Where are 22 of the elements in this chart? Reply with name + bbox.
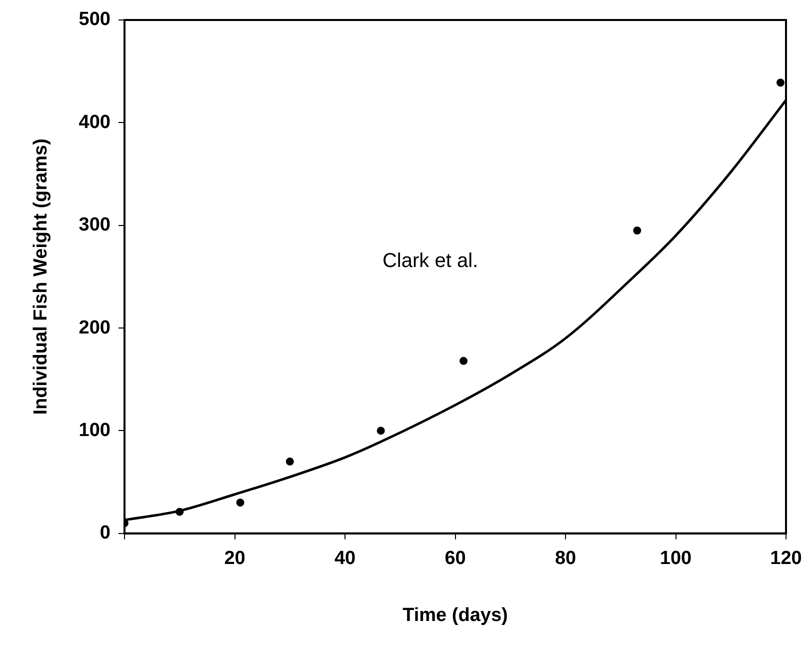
point — [176, 508, 184, 516]
y-tick-label: 0 — [100, 522, 110, 544]
x-tick-label: 40 — [334, 548, 356, 570]
x-tick-label: 60 — [444, 548, 466, 570]
point — [633, 226, 642, 234]
point — [286, 458, 294, 466]
x-tick-label: 120 — [770, 548, 802, 570]
x-axis-title: Time (days) — [402, 604, 508, 626]
point — [460, 356, 468, 365]
y-tick-label: 400 — [78, 112, 110, 133]
y-tick-label: 300 — [78, 214, 110, 236]
y-tick-label: 100 — [78, 420, 110, 441]
x-tick-label: 80 — [554, 548, 576, 570]
y-tick-label: 200 — [78, 317, 110, 338]
annotation: Clark et al. — [382, 250, 478, 272]
y-axis-title: Individual Fish Weight (grams) — [30, 138, 52, 415]
x-tick-label: 20 — [224, 548, 246, 570]
y-tick-label: 500 — [78, 9, 110, 30]
x-tick-label: 100 — [660, 548, 692, 570]
point — [376, 426, 385, 435]
point — [236, 498, 244, 507]
point — [776, 78, 784, 87]
